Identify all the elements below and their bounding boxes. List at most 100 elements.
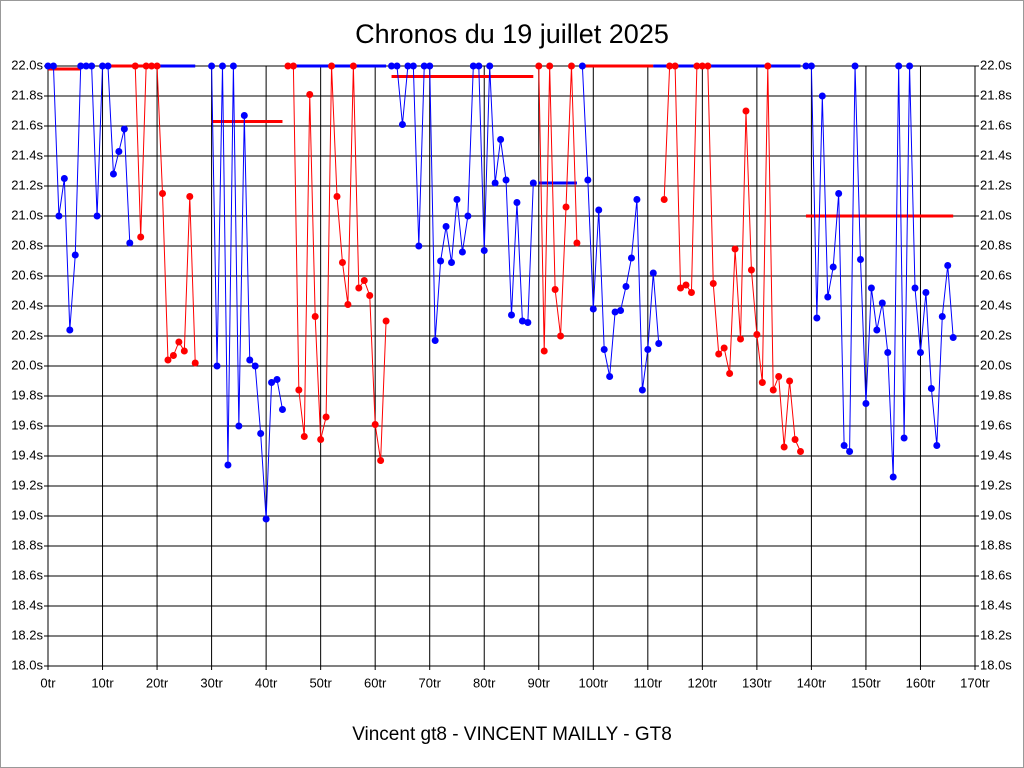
lap-point bbox=[769, 386, 777, 394]
lap-point bbox=[797, 448, 805, 455]
lap-point bbox=[856, 256, 864, 263]
lap-point bbox=[420, 62, 428, 70]
y-tick-label: 19.6s bbox=[11, 417, 43, 432]
lap-point bbox=[911, 284, 919, 292]
lap-point bbox=[208, 62, 216, 70]
lap-point bbox=[916, 349, 924, 356]
lap-point bbox=[540, 347, 548, 355]
lap-point bbox=[562, 203, 570, 211]
lap-point bbox=[218, 62, 226, 70]
lap-point bbox=[328, 62, 336, 70]
lap-point bbox=[802, 62, 810, 70]
lap-point bbox=[186, 193, 194, 200]
y-tick-label: 22.0s bbox=[11, 57, 43, 72]
lap-point bbox=[764, 62, 772, 70]
y-tick-label: 20.2s bbox=[11, 327, 43, 342]
lap-point bbox=[55, 212, 63, 220]
lap-point bbox=[213, 362, 221, 370]
lap-point bbox=[278, 406, 286, 413]
lap-point bbox=[922, 289, 930, 296]
lap-point bbox=[600, 346, 608, 353]
lap-point bbox=[567, 62, 575, 70]
y2-tick-label: 21.8s bbox=[980, 87, 1012, 102]
lap-point bbox=[497, 136, 505, 143]
lap-point bbox=[77, 62, 85, 70]
lap-point bbox=[835, 190, 843, 197]
lap-point bbox=[295, 386, 303, 394]
lap-point bbox=[671, 62, 679, 70]
y-tick-label: 19.8s bbox=[11, 387, 43, 402]
lap-point bbox=[93, 212, 101, 220]
x-tick-label: 170tr bbox=[960, 675, 990, 690]
y-tick-label: 18.0s bbox=[11, 657, 43, 672]
lap-point bbox=[409, 62, 417, 70]
lap-point bbox=[338, 259, 346, 266]
lap-point bbox=[649, 269, 657, 277]
lap-point bbox=[780, 443, 788, 451]
lap-point bbox=[317, 436, 325, 443]
y-tick-label: 21.0s bbox=[11, 207, 43, 222]
lap-point bbox=[398, 121, 406, 128]
lap-point bbox=[169, 352, 177, 359]
lap-point bbox=[638, 386, 646, 394]
lap-point bbox=[82, 62, 90, 70]
x-tick-label: 20tr bbox=[146, 675, 169, 690]
y2-tick-label: 19.2s bbox=[980, 477, 1012, 492]
x-tick-label: 150tr bbox=[851, 675, 881, 690]
x-tick-label: 60tr bbox=[364, 675, 387, 690]
lap-point bbox=[115, 148, 123, 155]
x-tick-label: 120tr bbox=[688, 675, 718, 690]
lap-point bbox=[191, 359, 199, 367]
lap-point bbox=[491, 179, 499, 187]
y2-tick-label: 20.4s bbox=[980, 297, 1012, 312]
lap-point bbox=[606, 373, 614, 380]
lap-point bbox=[944, 262, 952, 269]
lap-point bbox=[251, 362, 259, 370]
lap-point bbox=[573, 239, 581, 247]
series-line bbox=[134, 65, 196, 364]
lap-point bbox=[284, 62, 292, 70]
lap-point bbox=[486, 62, 494, 70]
lap-point bbox=[906, 62, 914, 70]
lap-point bbox=[578, 62, 586, 70]
y2-tick-label: 20.6s bbox=[980, 267, 1012, 282]
lap-point bbox=[655, 340, 663, 347]
lap-point bbox=[666, 62, 674, 70]
lap-point bbox=[693, 62, 701, 70]
lap-point bbox=[611, 308, 619, 316]
lap-point bbox=[747, 266, 755, 274]
lap-point bbox=[791, 436, 799, 443]
lap-point bbox=[377, 457, 385, 464]
lap-point bbox=[415, 242, 423, 250]
lap-point bbox=[851, 62, 859, 70]
lap-point bbox=[404, 62, 412, 70]
lap-point bbox=[469, 62, 477, 70]
lap-point bbox=[518, 317, 526, 325]
lap-point bbox=[682, 281, 690, 289]
series-line bbox=[805, 65, 954, 478]
y2-tick-label: 20.8s bbox=[980, 237, 1012, 252]
lap-point bbox=[360, 277, 368, 284]
lap-point bbox=[71, 251, 79, 259]
y2-tick-label: 20.2s bbox=[980, 327, 1012, 342]
lap-point bbox=[807, 62, 815, 70]
lap-point bbox=[388, 62, 396, 70]
lap-point bbox=[873, 326, 881, 334]
lap-point bbox=[306, 91, 314, 98]
lap-point bbox=[895, 62, 903, 70]
y-tick-label: 21.4s bbox=[11, 147, 43, 162]
lap-point bbox=[742, 107, 750, 115]
lap-point bbox=[726, 370, 734, 377]
y2-tick-label: 20.0s bbox=[980, 357, 1012, 372]
lap-point bbox=[557, 332, 565, 340]
y-tick-label: 20.0s bbox=[11, 357, 43, 372]
lap-point bbox=[120, 125, 128, 133]
x-axis-label: Vincent gt8 - VINCENT MAILLY - GT8 bbox=[352, 724, 672, 745]
y-tick-label: 18.8s bbox=[11, 537, 43, 552]
lap-point bbox=[142, 62, 150, 70]
lap-point bbox=[687, 289, 695, 296]
lap-point bbox=[824, 293, 832, 301]
series-line bbox=[538, 65, 578, 352]
lap-point bbox=[846, 448, 854, 455]
lap-point bbox=[453, 196, 461, 203]
